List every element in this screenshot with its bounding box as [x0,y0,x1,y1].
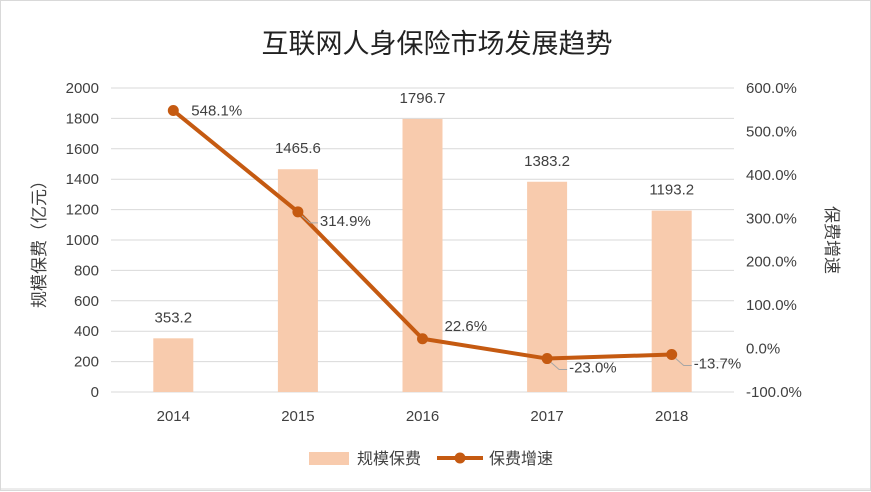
y-tick-label: 1400 [66,171,99,188]
growth-marker [417,333,428,345]
growth-marker [541,353,553,365]
x-tick-label: 2018 [655,408,688,425]
y2-axis-label: 保费增速 [821,206,841,274]
growth-marker [167,105,179,117]
bar-data-label: 1796.7 [400,90,446,107]
y2-tick-label: 300.0% [746,210,797,227]
legend: 规模保费 保费增速 [309,449,553,468]
y2-tick-label: 600.0% [746,80,797,97]
x-tick-label: 2014 [157,408,190,425]
y-axis-label: 规模保费（亿元） [30,172,50,308]
chart-title: 互联网人身保险市场发展趋势 [262,29,613,60]
y-tick-label: 2000 [66,80,99,97]
y-tick-label: 600 [74,293,99,310]
line-data-label: -13.7% [694,356,742,373]
y-tick-label: 1000 [66,232,99,249]
y2-tick-label: 400.0% [746,167,797,184]
leader-line [550,362,568,371]
leader-line [301,215,318,224]
bar [651,210,692,392]
x-tick-label: 2017 [530,408,563,425]
bar-data-label: 1383.2 [524,153,570,170]
y-tick-label: 1800 [66,110,99,127]
y2-tick-label: -100.0% [746,384,802,401]
bar-data-label: 1465.6 [275,140,321,157]
y-tick-label: 400 [74,323,99,340]
y-tick-label: 0 [91,384,99,401]
y2-tick-label: 0.0% [746,341,780,358]
line-data-label: 314.9% [320,213,371,230]
bar [402,118,443,392]
line-data-label: -23.0% [569,360,617,377]
leader-line [675,358,692,367]
y-tick-label: 200 [74,354,99,371]
bar [153,338,194,392]
legend-bar-swatch [309,452,349,465]
y2-tick-label: 200.0% [746,254,797,271]
legend-line-marker [454,452,466,464]
y-tick-label: 800 [74,262,99,279]
legend-bar-label: 规模保费 [357,449,421,468]
x-tick-label: 2016 [406,408,439,425]
y-tick-label: 1200 [66,202,99,219]
growth-marker [666,349,678,361]
bar-data-label: 1193.2 [649,182,694,199]
growth-marker [292,206,304,218]
line-data-label: 22.6% [445,318,488,335]
x-tick-label: 2015 [281,408,314,425]
y-tick-label: 1600 [66,141,99,158]
y2-tick-label: 100.0% [746,297,797,314]
y2-tick-label: 500.0% [746,123,797,140]
legend-line-label: 保费增速 [489,449,553,468]
bar-data-label: 353.2 [155,309,193,326]
line-data-label: 548.1% [191,103,242,120]
